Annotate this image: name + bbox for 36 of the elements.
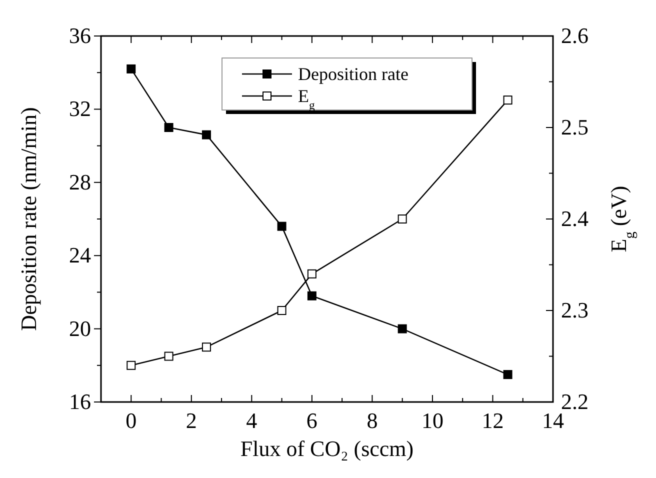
x-tick-label: 4 — [246, 408, 258, 433]
y-tick-label: 24 — [69, 242, 91, 268]
x-tick-label: 6 — [306, 408, 318, 433]
point — [202, 342, 211, 352]
point — [126, 360, 136, 370]
x-tick-label: 8 — [366, 408, 378, 433]
y2-tick-label: 2.6 — [561, 23, 588, 48]
y-tick-label: 28 — [69, 169, 91, 194]
y2-tick-label: 2.2 — [561, 389, 588, 414]
y-tick-label: 32 — [69, 96, 91, 122]
point — [307, 269, 316, 278]
y-tick-label: 20 — [69, 316, 91, 341]
point — [277, 222, 286, 231]
point — [503, 370, 512, 380]
point — [164, 352, 174, 361]
point — [503, 96, 512, 105]
point — [277, 306, 286, 315]
legend-label: Deposition rate — [298, 64, 408, 84]
x-tick-label: 14 — [542, 408, 564, 433]
x-axis-title: Flux of CO₂ (sccm) — [240, 436, 414, 461]
point — [307, 291, 316, 300]
y2-tick-label: 2.5 — [561, 114, 588, 140]
point — [126, 64, 136, 74]
x-tick-label: 2 — [186, 408, 197, 433]
y-tick-label: 16 — [69, 389, 91, 414]
x-tick-label: 10 — [421, 408, 444, 433]
y2-tick-label: 2.4 — [561, 206, 588, 231]
point — [202, 130, 211, 140]
x-tick-label: 0 — [126, 408, 137, 433]
y-tick-label: 36 — [69, 23, 91, 48]
x-tick-label: 12 — [482, 408, 504, 433]
y2-tick-label: 2.3 — [561, 298, 588, 322]
point — [164, 123, 174, 132]
point — [398, 324, 407, 334]
y-axis-title: Deposition rate (nm/min) — [16, 107, 41, 331]
point — [398, 214, 407, 224]
